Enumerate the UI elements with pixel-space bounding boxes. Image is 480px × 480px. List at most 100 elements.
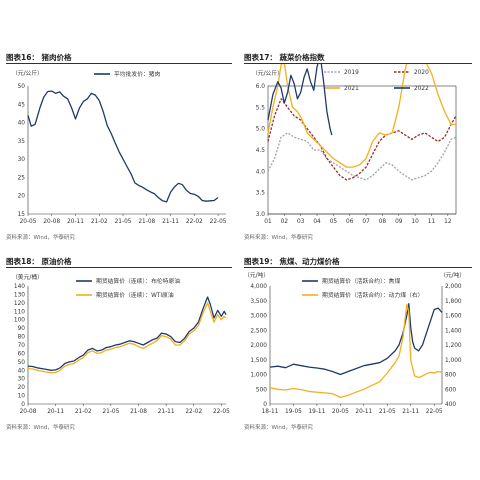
veg-xtick-label: 03: [297, 219, 305, 225]
veg-xtick-label: 02: [281, 219, 289, 225]
oil-figure-title: 图表18： 原油价格: [6, 257, 72, 266]
oil-xtick-label: 20-11: [47, 409, 64, 415]
coal-xtick-label: 22-05: [426, 409, 443, 415]
pork-xtick-label: 21-02: [91, 219, 108, 225]
oil-series-line-0: [27, 296, 227, 371]
oil-ytick-label: 0: [21, 402, 25, 408]
pork-y-unit-label: （元/公斤）: [12, 69, 43, 77]
pork-price-chart: 15 20 25 30 35 40 45 50 20-05 20-08 20-11 21-02 21-0…: [12, 69, 227, 225]
pork-figure-title: 图表16： 猪肉价格: [6, 53, 72, 62]
veg-xtick-label: 06: [346, 219, 354, 225]
oil-ytick-label: 70: [18, 343, 26, 349]
oil-ytick-label: 110: [14, 309, 25, 315]
oil-ytick-label: 130: [14, 292, 25, 298]
coal-xtick-label: 20-11: [355, 409, 372, 415]
coal-ytick-right-label: 400: [445, 402, 456, 408]
oil-ytick-label: 120: [14, 301, 25, 307]
veg-source-note: 资料来源：Wind，华泰研究: [244, 235, 313, 241]
veg-xtick-label: 10: [411, 219, 419, 225]
pork-legend-label-0: 平均批发价：猪肉: [114, 70, 161, 78]
oil-ytick-label: 10: [18, 394, 26, 400]
coal-xtick-label: 20-05: [332, 409, 349, 415]
veg-series-line-2: [267, 64, 456, 168]
coal-legend-label-0: 期货结算价（活跃合约）：焦煤: [322, 277, 400, 285]
veg-y-unit-label: （元/公斤）: [252, 69, 283, 77]
veg-series-line-3: [267, 64, 333, 136]
oil-ytick-label: 90: [18, 326, 26, 332]
oil-legend-label-1: 期货结算价（连续）：WTI原油: [96, 291, 174, 299]
veg-ytick-label: 5.5: [256, 105, 266, 111]
oil-title-rule: [6, 267, 232, 268]
veg-ytick-label: 3.0: [256, 212, 266, 218]
pork-ytick-label: 45: [18, 102, 26, 108]
pork-source-note: 资料来源：Wind，华泰研究: [6, 235, 75, 241]
coal-ytick-right-label: 1,400: [445, 328, 462, 334]
oil-ytick-label: 80: [18, 335, 26, 341]
coal-series-line-0: [269, 303, 443, 376]
pork-xtick-label: 21-08: [138, 219, 155, 225]
coal-ytick-right-label: 600: [445, 387, 456, 393]
veg-xtick-label: 12: [444, 219, 452, 225]
veg-ytick-label: 4.0: [256, 169, 266, 175]
coal-series-line-1: [269, 303, 443, 399]
veg-ytick-label: 6.0: [256, 84, 266, 90]
coal-figure-title: 图表19： 焦煤、动力煤价格: [244, 257, 340, 266]
coal-xtick-label: 19-11: [308, 409, 325, 415]
coal-ytick-right-label: 1,800: [445, 299, 462, 305]
coal-ytick-label: 3,500: [250, 299, 267, 305]
coal-y-unit-label: （元/吨）: [244, 271, 269, 279]
pork-ytick-label: 50: [18, 84, 26, 90]
veg-legend-label-1: 2020: [414, 70, 429, 76]
pork-xtick-label: 20-08: [43, 219, 60, 225]
pork-xtick-label: 20-11: [67, 219, 84, 225]
pork-ytick-label: 15: [18, 212, 26, 218]
veg-xtick-label: 11: [428, 219, 436, 225]
oil-ytick-label: 100: [14, 318, 25, 324]
coal-ytick-right-label: 2,000: [445, 284, 462, 290]
oil-source-note: 资料来源：Wind，华泰研究: [6, 425, 75, 431]
veg-legend-label-2: 2021: [344, 86, 359, 92]
coal-ytick-label: 4,000: [250, 284, 267, 290]
crude-oil-chart: 0 10 20 30 40 50 60 70 80 90 100 110 120 130 140 20-08 2…: [12, 273, 230, 415]
oil-xtick-label: 20-08: [20, 409, 37, 415]
coal-xtick-label: 21-11: [402, 409, 419, 415]
oil-ytick-label: 30: [18, 377, 26, 383]
veg-plot-frame: [267, 85, 457, 215]
coal-ytick-right-label: 1,000: [445, 358, 462, 364]
coal-legend-label-1: 期货结算价（活跃合约）：动力煤（右）: [322, 291, 423, 299]
veg-legend-label-0: 2019: [344, 70, 359, 76]
veg-ytick-label: 3.5: [256, 191, 266, 197]
oil-xtick-label: 22-05: [213, 409, 230, 415]
coal-xtick-label: 18-11: [262, 409, 279, 415]
coal-ytick-right-label: 800: [445, 373, 456, 379]
coal-ytick-label: 500: [256, 387, 267, 393]
oil-y-unit-label: （美元/桶）: [12, 273, 43, 281]
oil-ytick-label: 140: [14, 284, 25, 290]
pork-ytick-label: 20: [18, 194, 26, 200]
veg-xtick-label: 08: [379, 219, 387, 225]
pork-xtick-label: 20-05: [20, 219, 37, 225]
veg-title-rule: [244, 63, 472, 64]
coal-price-chart: 0 500 1,000 1,500 2,000 2,500 3,000 3,500 4,000 4…: [244, 271, 465, 415]
coal-source-note: 资料来源：Wind，华泰研究: [244, 425, 313, 431]
veg-xtick-label: 04: [313, 219, 321, 225]
oil-xtick-label: 21-11: [158, 409, 175, 415]
pork-ytick-label: 30: [18, 157, 26, 163]
coal-ytick-label: 2,000: [250, 343, 267, 349]
pork-ytick-label: 25: [18, 175, 26, 181]
oil-ytick-label: 40: [18, 368, 26, 374]
oil-ytick-label: 60: [18, 351, 26, 357]
veg-series-line-1: [267, 98, 457, 181]
veg-xtick-label: 05: [330, 219, 338, 225]
veg-ytick-label: 5.0: [256, 127, 266, 133]
pork-title-rule: [6, 63, 232, 64]
veg-index-chart: 3.0 3.5 4.0 4.5 5.0 5.5 6.0 01 02 03 04 05 06 07 08 09 1…: [252, 64, 457, 225]
pork-xtick-label: 21-05: [115, 219, 132, 225]
pork-ytick-label: 40: [18, 121, 26, 127]
veg-xtick-label: 01: [264, 219, 272, 225]
oil-xtick-label: 21-08: [130, 409, 147, 415]
coal-ytick-right-label: 1,200: [445, 343, 462, 349]
veg-xtick-label: 09: [395, 219, 403, 225]
coal-ytick-label: 2,500: [250, 328, 267, 334]
